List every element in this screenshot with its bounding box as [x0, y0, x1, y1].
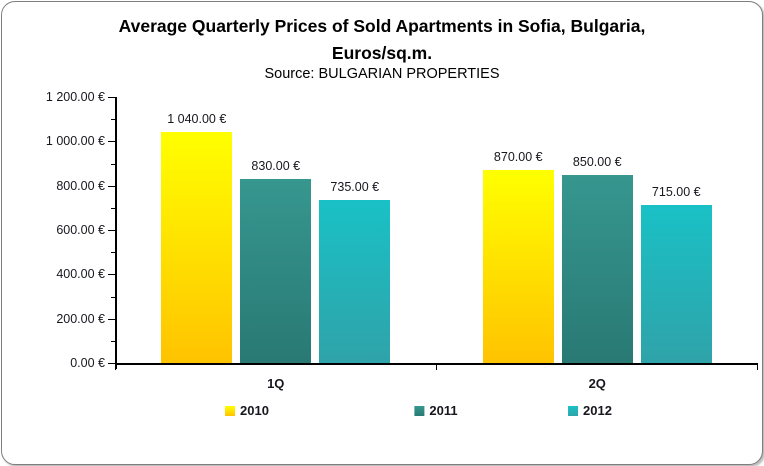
legend-label-2011: 2011	[429, 403, 458, 418]
x-axis-tick	[757, 364, 758, 370]
x-axis-category-label: 2Q	[588, 376, 606, 391]
chart-title-line1: Average Quarterly Prices of Sold Apartme…	[118, 16, 646, 36]
legend-swatch-2012	[568, 405, 579, 416]
data-label-2011-1Q: 830.00 €	[251, 159, 301, 174]
y-axis-tick-label: 1 000.00 €	[45, 134, 105, 149]
y-axis-tick-label: 600.00 €	[56, 223, 105, 237]
y-axis-tick-label: 0.00 €	[70, 356, 105, 370]
bar-2012-1Q	[319, 200, 391, 363]
legend-label-2012: 2012	[583, 403, 612, 418]
y-axis-minor-tick	[111, 252, 115, 254]
y-axis-major-tick	[108, 185, 115, 187]
y-axis-minor-tick	[111, 163, 115, 165]
legend-swatch-2010	[225, 405, 236, 416]
y-axis-major-tick	[108, 141, 115, 143]
y-axis-tick-label: 800.00 €	[56, 178, 105, 193]
data-label-2012-2Q: 715.00 €	[651, 184, 701, 199]
data-label-2011-2Q: 850.00 €	[572, 154, 622, 169]
y-axis-minor-tick	[111, 207, 115, 209]
chart-title: Average Quarterly Prices of Sold Apartme…	[2, 13, 762, 67]
y-axis-major-tick	[108, 97, 115, 98]
y-axis-major-tick	[108, 363, 115, 364]
y-axis-major-tick	[108, 318, 115, 320]
y-axis-tick-label: 1 200.00 €	[45, 90, 105, 104]
y-axis-tick-label: 200.00 €	[56, 311, 105, 326]
bar-2010-2Q	[482, 170, 554, 363]
chart-title-line2: Euros/sq.m.	[331, 43, 433, 64]
data-label-2010-2Q: 870.00 €	[493, 150, 543, 165]
legend-label-2010: 2010	[240, 403, 269, 418]
bar-2012-2Q	[640, 204, 712, 363]
bar-2011-2Q	[561, 174, 633, 363]
y-axis-minor-tick	[111, 296, 115, 298]
x-axis	[115, 363, 758, 365]
legend-entry-2011: 2011	[414, 403, 458, 418]
x-axis-tick	[435, 364, 437, 370]
legend-entry-2012: 2012	[568, 403, 612, 418]
legend-entry-2010: 2010	[225, 403, 269, 418]
chart-subtitle: Source: BULGARIAN PROPERTIES	[264, 66, 500, 82]
y-axis-minor-tick	[111, 340, 115, 342]
y-axis	[115, 97, 117, 369]
legend-swatch-2011	[414, 405, 425, 416]
data-label-2012-1Q: 735.00 €	[330, 180, 380, 195]
x-axis-category-label: 1Q	[267, 376, 285, 391]
y-axis-major-tick	[108, 230, 115, 231]
y-axis-minor-tick	[111, 119, 115, 121]
data-label-2010-1Q: 1 040.00 €	[167, 112, 227, 127]
bar-2010-1Q	[161, 132, 233, 363]
y-axis-tick-label: 400.00 €	[56, 267, 105, 282]
y-axis-major-tick	[108, 274, 115, 276]
bar-2011-1Q	[240, 179, 312, 363]
